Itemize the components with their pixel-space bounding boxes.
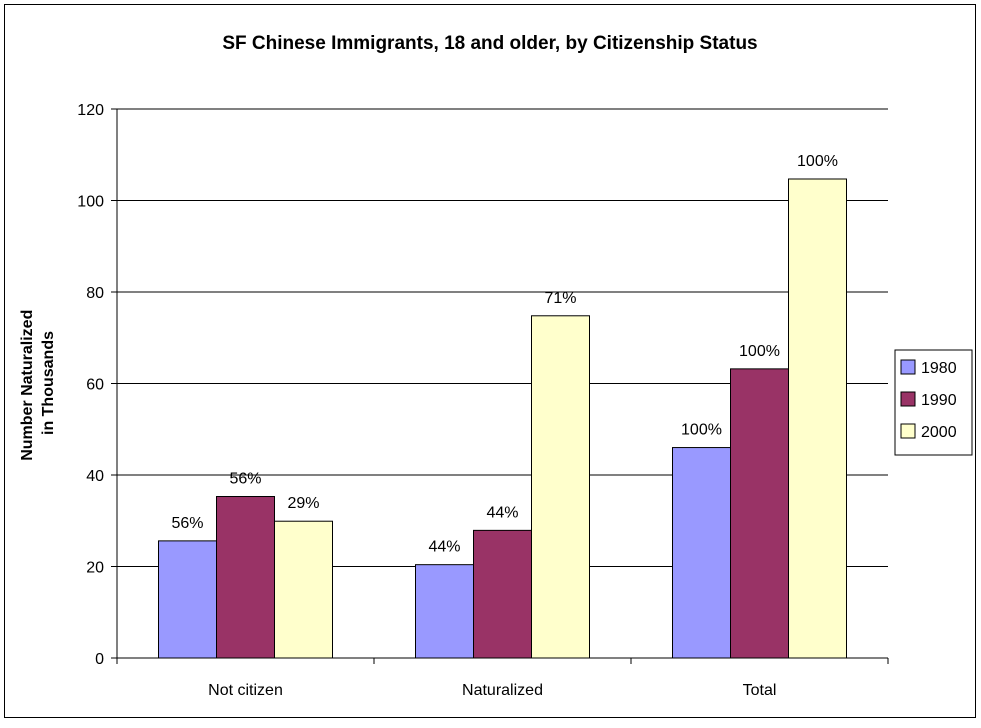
x-category-label: Naturalized — [462, 682, 543, 699]
y-tick-label: 0 — [95, 651, 104, 668]
y-tick-label: 20 — [86, 560, 104, 577]
bar-1990 — [730, 368, 789, 659]
y-tick-label: 60 — [86, 377, 104, 394]
y-axis-label: Number Naturalized in Thousands — [19, 305, 57, 461]
y-tick-label: 80 — [86, 285, 104, 302]
y-axis-label-line-1: Number Naturalized — [19, 310, 36, 461]
data-label: 44% — [486, 504, 518, 521]
legend-swatch — [900, 359, 916, 375]
legend-swatch — [900, 423, 916, 439]
data-label: 100% — [739, 343, 780, 360]
plot-area: 0 20 40 60 80 100 120 56% 56% 29% Not citizen 44% 44… — [77, 102, 889, 699]
y-axis-label-line-2: in Thousands — [40, 331, 57, 435]
bar-2000 — [788, 178, 847, 659]
data-label: 100% — [681, 422, 722, 439]
data-label: 44% — [428, 539, 460, 556]
legend-entry: 2000 — [921, 424, 957, 441]
legend-entry: 1980 — [921, 360, 957, 377]
data-label: 29% — [287, 495, 319, 512]
x-category-label: Total — [743, 682, 777, 699]
legend: 1980 1990 2000 — [894, 349, 973, 456]
bar-1980 — [415, 564, 474, 659]
bar-1980 — [672, 447, 731, 659]
data-label: 71% — [544, 290, 576, 307]
bar-2000 — [531, 315, 590, 659]
x-category-label: Not citizen — [208, 682, 283, 699]
bar-2000 — [274, 520, 333, 659]
bar-1990 — [216, 496, 275, 659]
bar-1990 — [473, 529, 532, 659]
legend-swatch — [900, 391, 916, 407]
data-label: 100% — [797, 153, 838, 170]
data-label: 56% — [171, 515, 203, 532]
y-tick-label: 40 — [86, 468, 104, 485]
bar-1980 — [158, 540, 217, 659]
legend-entry: 1990 — [921, 392, 957, 409]
chart-title: SF Chinese Immigrants, 18 and older, by … — [222, 33, 757, 54]
y-tick-label: 100 — [77, 194, 104, 211]
data-label: 56% — [229, 471, 261, 488]
y-tick-label: 120 — [77, 102, 104, 119]
